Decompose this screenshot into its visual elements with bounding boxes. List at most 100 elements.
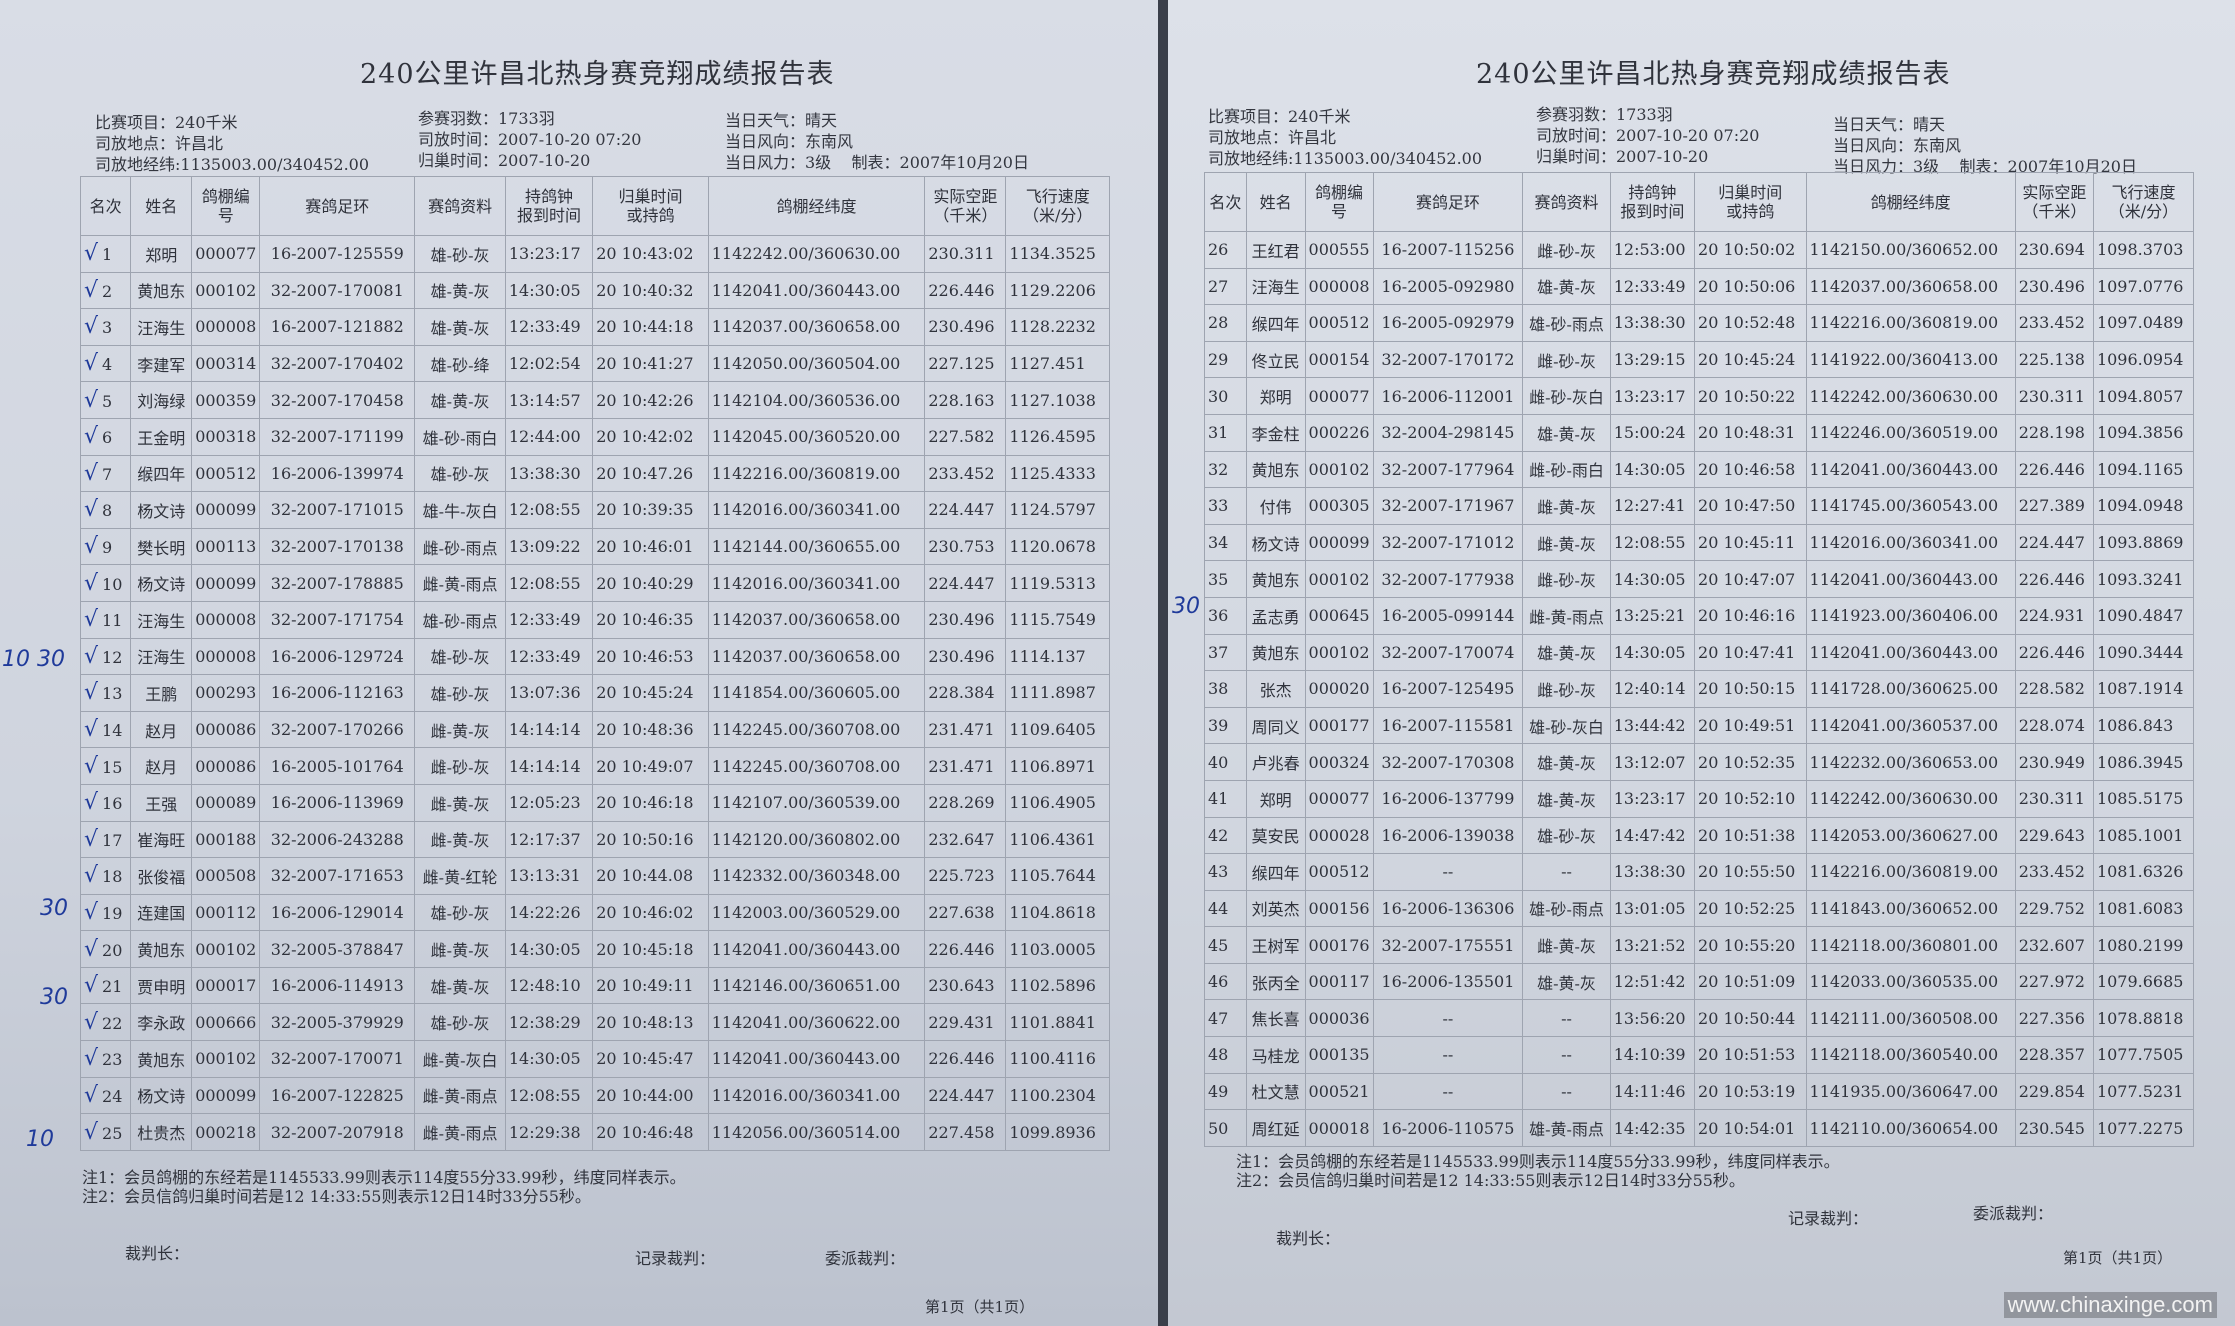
cell-clock-time: 15:00:24 <box>1609 413 1696 452</box>
release-coords: 司放地经纬:1135003.00/340452.00 <box>95 155 370 174</box>
cell-name: 莫安民 <box>1245 816 1306 855</box>
cell-bird-info: 雄-黄-灰 <box>414 271 506 310</box>
cell-name: 郑明 <box>1245 779 1306 818</box>
cell-loft-coords: 1142041.00/360622.00 <box>707 1003 926 1042</box>
cell-loft-no: 000099 <box>191 564 261 602</box>
cell-return-time: 20 10:54:01 <box>1694 1109 1807 1147</box>
cell-bird-info: 雌-砂-雨点 <box>414 527 506 566</box>
table-body: 26 王红君 000555 16-2007-115256 雌-砂-灰 12:53:00 20… <box>1204 231 2195 1147</box>
cell-distance: 233.452 <box>2014 304 2094 342</box>
cell-ring: 32-2007-170308 <box>1372 743 1524 781</box>
cell-loft-coords: 1142016.00/360341.00 <box>707 564 926 602</box>
cell-ring: 16-2006-135501 <box>1372 962 1524 1001</box>
cell-loft-coords: 1142245.00/360708.00 <box>707 710 926 749</box>
cell-loft-no: 000008 <box>191 600 261 639</box>
cell-loft-coords: 1142146.00/360651.00 <box>707 966 926 1005</box>
cell-speed: 1104.8618 <box>1005 893 1110 932</box>
cell-distance: 230.753 <box>924 527 1007 566</box>
cell-ring: 16-2005-092980 <box>1372 267 1524 306</box>
cell-clock-time: 13:21:52 <box>1609 926 1696 964</box>
cell-return-time: 20 10:43:02 <box>592 235 709 273</box>
cell-loft-coords: 1142041.00/360443.00 <box>1805 560 2016 598</box>
cell-clock-time: 13:23:17 <box>504 235 594 273</box>
cell-speed: 1111.8987 <box>1005 674 1110 712</box>
table-row: 33 付伟 000305 32-2007-171967 雌-黄-灰 12:27:41 20 … <box>1204 487 2195 525</box>
cell-bird-info: 雌-黄-灰 <box>414 783 506 822</box>
cell-loft-coords: 1142016.00/360341.00 <box>1805 523 2016 562</box>
cell-loft-coords: 1142242.00/360630.00 <box>1805 377 2016 415</box>
cell-distance: 230.643 <box>924 966 1007 1005</box>
cell-ring: 16-2006-139974 <box>259 454 416 493</box>
cell-bird-info: 雄-砂-灰 <box>1522 816 1611 855</box>
results-table-left: 名次 姓名 鸽棚编号 赛鸽足环 赛鸽资料 持鸽钟 报到时间 归巢时间 或持鸽 鸽棚经纬度 实际空距（… <box>79 176 1110 1151</box>
table-row: 41 郑明 000077 16-2006-137799 雄-黄-灰 13:23:17 20 … <box>1204 779 2195 818</box>
cell-return-time: 20 10:40:29 <box>592 564 709 602</box>
cell-loft-no: 000102 <box>1304 450 1374 489</box>
table-header: 名次 姓名 鸽棚编号 赛鸽足环 赛鸽资料 持鸽钟 报到时间 归巢时间 或持鸽 鸽棚经纬度 实际空距（… <box>79 176 1110 236</box>
cell-distance: 228.163 <box>924 381 1007 419</box>
cell-loft-coords: 1142144.00/360655.00 <box>707 527 926 566</box>
cell-distance: 232.607 <box>2014 926 2094 964</box>
entries: 参赛羽数：1733羽 <box>418 109 555 128</box>
cell-loft-coords: 1142110.00/360654.00 <box>1805 1109 2016 1147</box>
cell-loft-coords: 1142216.00/360819.00 <box>1805 304 2016 342</box>
cell-loft-coords: 1142242.00/360630.00 <box>707 235 926 273</box>
cell-loft-coords: 1142118.00/360801.00 <box>1805 926 2016 964</box>
cell-loft-no: 000086 <box>191 747 261 785</box>
cell-name: 王金明 <box>130 417 193 456</box>
cell-clock-time: 13:12:07 <box>1609 743 1696 781</box>
cell-rank: √ 13 <box>79 674 132 712</box>
cell-name: 缑四年 <box>1245 304 1306 342</box>
cell-return-time: 20 10:49:51 <box>1694 706 1807 745</box>
cell-loft-no: 000036 <box>1304 999 1374 1038</box>
table-row: 47 焦长喜 000036 -- -- 13:56:20 20 10:50:44 114211… <box>1204 999 2195 1038</box>
cell-clock-time: 12:17:37 <box>504 820 594 859</box>
meta-col-1: 比赛项目：240千米 司放地点：许昌北 司放地经纬:1135003.00/340… <box>1208 106 1482 169</box>
cell-distance: 226.446 <box>2014 450 2094 489</box>
cell-return-time: 20 10:44:18 <box>592 308 709 346</box>
cell-bird-info: 雄-黄-灰 <box>414 308 506 346</box>
cell-return-time: 20 10:49:11 <box>592 966 709 1005</box>
cell-loft-coords: 1142041.00/360443.00 <box>707 1040 926 1078</box>
cell-loft-coords: 1141843.00/360652.00 <box>1805 889 2016 928</box>
cell-distance: 227.582 <box>924 417 1007 456</box>
table-row: √ 13 王鹏 000293 16-2006-112163 雄-砂-灰 13:07:36 20… <box>79 674 1110 712</box>
cell-loft-no: 000521 <box>1304 1072 1374 1111</box>
cell-loft-coords: 1142016.00/360341.00 <box>707 491 926 529</box>
cell-rank: √ 18 <box>79 857 132 895</box>
cell-speed: 1097.0489 <box>2092 304 2195 342</box>
cell-return-time: 20 10:50:16 <box>592 820 709 859</box>
cell-name: 汪海生 <box>130 600 193 639</box>
cell-bird-info: 雌-砂-灰 <box>414 747 506 785</box>
handwritten-note: 30 <box>40 896 68 921</box>
cell-clock-time: 14:30:05 <box>1609 633 1696 672</box>
cell-speed: 1103.0005 <box>1005 930 1110 968</box>
meta-col-2: 参赛羽数：1733羽 司放时间：2007-10-20 07:20 归巢时间：20… <box>418 108 641 171</box>
cell-loft-no: 000099 <box>1304 523 1374 562</box>
cell-ring: 32-2007-170081 <box>259 271 416 310</box>
cell-clock-time: 12:53:00 <box>1609 231 1696 269</box>
cell-distance: 230.496 <box>924 308 1007 346</box>
cell-loft-no: 000512 <box>1304 853 1374 891</box>
column-header-clock-time: 持鸽钟 报到时间 <box>504 176 594 236</box>
cell-name: 杨文诗 <box>130 564 193 602</box>
table-row: √ 6 王金明 000318 32-2007-171199 雄-砂-雨白 12:44:00 2… <box>79 417 1110 456</box>
cell-rank: √ 6 <box>79 417 132 456</box>
check-mark-icon: √ <box>84 863 99 889</box>
cell-loft-coords: 1142216.00/360819.00 <box>707 454 926 493</box>
cell-return-time: 20 10:55:20 <box>1694 926 1807 964</box>
cell-return-time: 20 10:41:27 <box>592 344 709 383</box>
table-row: √ 24 杨文诗 000099 16-2007-122825 雌-黄-雨点 12:08:55… <box>79 1076 1110 1115</box>
cell-clock-time: 12:27:41 <box>1609 487 1696 525</box>
handwritten-note: 30 <box>40 985 68 1010</box>
table-row: 35 黄旭东 000102 32-2007-177938 雌-砂-灰 14:30:05 20… <box>1204 560 2195 598</box>
cell-rank: 43 <box>1204 853 1247 891</box>
cell-ring: 16-2006-137799 <box>1372 779 1524 818</box>
cell-bird-info: 雄-牛-灰白 <box>414 491 506 529</box>
cell-ring: 16-2007-125495 <box>1372 670 1524 708</box>
cell-bird-info: 雌-黄-雨点 <box>414 1076 506 1115</box>
cell-return-time: 20 10:45:24 <box>1694 340 1807 379</box>
cell-distance: 226.446 <box>2014 633 2094 672</box>
cell-loft-no: 000018 <box>1304 1109 1374 1147</box>
cell-speed: 1086.843 <box>2092 706 2195 745</box>
